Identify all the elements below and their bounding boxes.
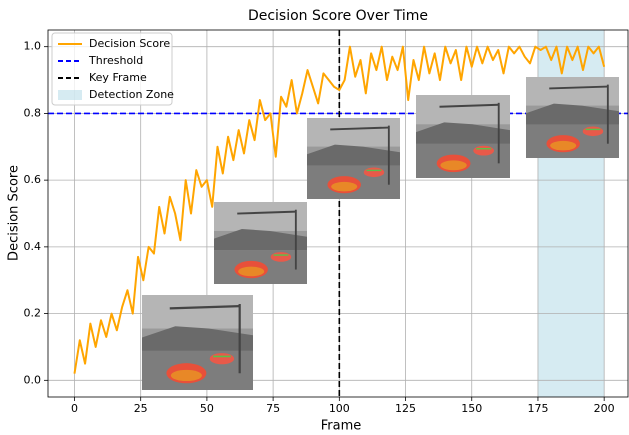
legend-label: Threshold [88,54,143,67]
x-tick-label: 125 [395,402,416,415]
x-tick-label: 25 [134,402,148,415]
y-tick-label: 0.6 [24,173,42,186]
legend: Decision Score Threshold Key Frame Detectio… [52,33,174,105]
frame-thumbnail [416,95,510,178]
legend-swatch [58,90,82,100]
frame-thumbnail [307,118,400,199]
x-tick-label: 175 [527,402,548,415]
legend-label: Key Frame [89,71,147,84]
y-tick-label: 0.2 [24,307,42,320]
chart-title: Decision Score Over Time [248,8,428,24]
frame-thumbnail [142,295,253,390]
x-tick-label: 50 [200,402,214,415]
y-axis-label: Decision Score [7,165,22,261]
x-axis-label: Frame [321,419,362,434]
y-tick-label: 0.8 [24,106,42,119]
x-tick-label: 75 [266,402,280,415]
y-tick-label: 1.0 [24,40,42,53]
x-tick-label: 200 [594,402,615,415]
legend-label: Decision Score [89,37,170,50]
frame-thumbnail [526,77,619,158]
x-tick-label: 100 [329,402,350,415]
y-tick-label: 0.0 [24,373,42,386]
frame-thumbnail [214,202,307,284]
legend-label: Detection Zone [89,88,174,101]
x-tick-label: 0 [71,402,78,415]
x-tick-label: 150 [461,402,482,415]
y-tick-label: 0.4 [24,240,42,253]
chart: Decision Score Over Time Frame Decision … [0,0,629,435]
